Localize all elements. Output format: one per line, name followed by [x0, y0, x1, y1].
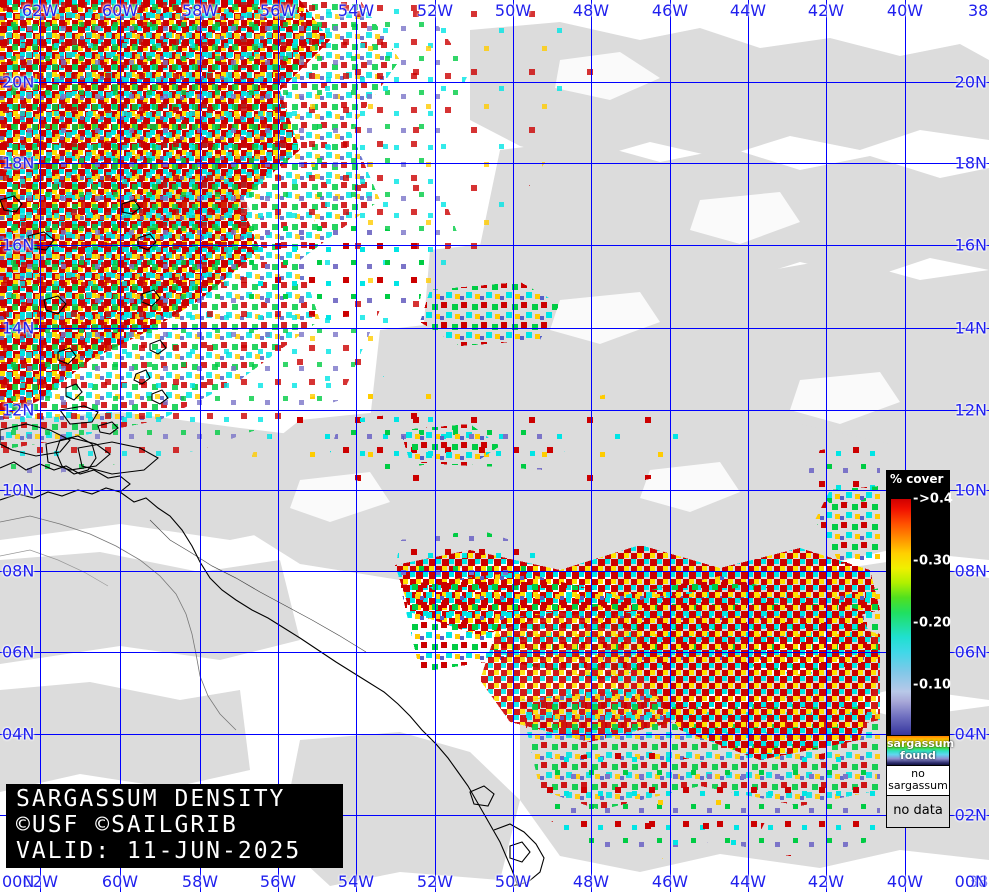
grid-line-lon	[670, 0, 671, 892]
axis-label-lat-right: 12N	[954, 400, 987, 420]
axis-label-lat-left-corner: 00N	[2, 872, 35, 891]
axis-label-lon-bottom: 56W	[259, 872, 297, 891]
legend-stack: sargassum found no sargassum no data	[886, 735, 955, 828]
axis-label-lat-left: 20N	[2, 72, 35, 92]
axis-label-lat-right: 04N	[954, 724, 987, 744]
grid-line-lat	[0, 490, 989, 491]
axis-label-lon-bottom: 40W	[886, 872, 924, 891]
legend-label-line1: no data	[893, 803, 943, 818]
grid-line-lat	[0, 328, 989, 329]
grid-line-lon	[513, 0, 514, 892]
colorbar-gradient	[891, 499, 911, 746]
page-title: SARGASSUM DENSITY	[16, 786, 286, 812]
grid-line-lon	[591, 0, 592, 892]
colorbar-tick-label: 0.30	[919, 553, 952, 569]
axis-label-lat-left: 16N	[2, 235, 35, 255]
colorbar-tick-label: 0.10	[919, 677, 952, 693]
axis-label-lat-right: 06N	[954, 642, 987, 662]
grid-line-lon	[435, 0, 436, 892]
colorbar-title: % cover	[890, 472, 944, 486]
axis-label-lat-right: 16N	[954, 235, 987, 255]
axis-label-lat-left: 10N	[2, 480, 35, 500]
legend-item-sargassum-found: sargassum found	[886, 735, 955, 766]
colorbar-panel: % cover ->0.4 -0.30 -0.20 -0.10 -0.00	[886, 470, 953, 754]
axis-label-lat-left: 18N	[2, 153, 35, 173]
colorbar-tick-label: 0.20	[919, 615, 952, 631]
axis-label-lon-top: 62W	[21, 1, 59, 20]
axis-label-lat-left: 08N	[2, 561, 35, 581]
legend-label-line1: no	[911, 767, 925, 780]
axis-label-lat-right: 18N	[954, 153, 987, 173]
axis-label-lon-bottom: 58W	[181, 872, 219, 891]
colorbar-tick: -0.10	[913, 677, 952, 693]
legend-item-no-data: no data	[886, 795, 950, 828]
axis-label-lon-bottom: 54W	[337, 872, 375, 891]
legend-label-line2: found	[900, 749, 936, 762]
colorbar-tick: ->0.4	[913, 491, 953, 507]
grid-line-lon	[200, 0, 201, 892]
grid-line-lon	[826, 0, 827, 892]
axis-label-lon-top: 46W	[651, 1, 689, 20]
colorbar-tick: -0.30	[913, 553, 952, 569]
colorbar-tick: -0.20	[913, 615, 952, 631]
attribution-line: ©USF ©SAILGRIB	[16, 812, 238, 838]
axis-label-lat-left: 06N	[2, 642, 35, 662]
axis-label-lon-bottom: 44W	[729, 872, 767, 891]
axis-label-lon-bottom: 50W	[494, 872, 532, 891]
axis-label-lon-top: 52W	[416, 1, 454, 20]
grid-line-lat	[0, 652, 989, 653]
axis-label-lat-left: 14N	[2, 318, 35, 338]
axis-label-lon-top: 48W	[572, 1, 610, 20]
grid-line-lat	[0, 734, 989, 735]
axis-label-lat-right: 02N	[954, 805, 987, 825]
axis-label-lat-left: 12N	[2, 400, 35, 420]
axis-label-lon-top: 40W	[886, 1, 924, 20]
axis-label-lat-right: 10N	[954, 480, 987, 500]
legend-label-line2: sargassum	[888, 779, 948, 792]
grid-line-lat	[0, 410, 989, 411]
axis-label-lon-top: 60W	[101, 1, 139, 20]
axis-label-lat-right-corner: 00N	[954, 872, 987, 891]
grid-line-lon	[278, 0, 279, 892]
valid-date-line: VALID: 11-JUN-2025	[16, 838, 302, 864]
grid-line-lat	[0, 82, 989, 83]
grid-line-lat	[0, 163, 989, 164]
axis-label-lat-left: 04N	[2, 724, 35, 744]
colorbar-tick-label: >0.4	[919, 491, 953, 507]
legend-item-no-sargassum: no sargassum	[886, 765, 950, 796]
grid-line-lon	[120, 0, 121, 892]
grid-line-lat	[0, 571, 989, 572]
axis-label-lon-bottom-edge: 38	[968, 872, 989, 891]
axis-label-lon-bottom: 48W	[572, 872, 610, 891]
axis-label-lon-bottom: 42W	[807, 872, 845, 891]
axis-label-lon-bottom: 52W	[416, 872, 454, 891]
grid-line-lon	[748, 0, 749, 892]
axis-label-lon-top: 56W	[259, 1, 297, 20]
axis-label-lon-top: 44W	[729, 1, 767, 20]
axis-label-lon-bottom: 62W	[21, 872, 59, 891]
axis-label-lat-right: 08N	[954, 561, 987, 581]
legend-label-line1: sargassum	[887, 737, 955, 750]
axis-label-lon-bottom: 60W	[101, 872, 139, 891]
grid-line-lon	[356, 0, 357, 892]
axis-label-lon-top: 54W	[337, 1, 375, 20]
axis-label-lon-top-edge: 38	[968, 1, 989, 20]
axis-label-lon-bottom: 46W	[651, 872, 689, 891]
title-block: SARGASSUM DENSITY ©USF ©SAILGRIB VALID: …	[6, 784, 343, 868]
axis-label-lat-right: 14N	[954, 318, 987, 338]
grid-line-lat	[0, 245, 989, 246]
axis-label-lon-top: 58W	[181, 1, 219, 20]
grid-line-lat	[0, 815, 989, 816]
axis-label-lon-top: 50W	[494, 1, 532, 20]
axis-label-lon-top: 42W	[807, 1, 845, 20]
grid-line-lon	[905, 0, 906, 892]
axis-label-lat-right: 20N	[954, 72, 987, 92]
grid-line-lon	[40, 0, 41, 892]
